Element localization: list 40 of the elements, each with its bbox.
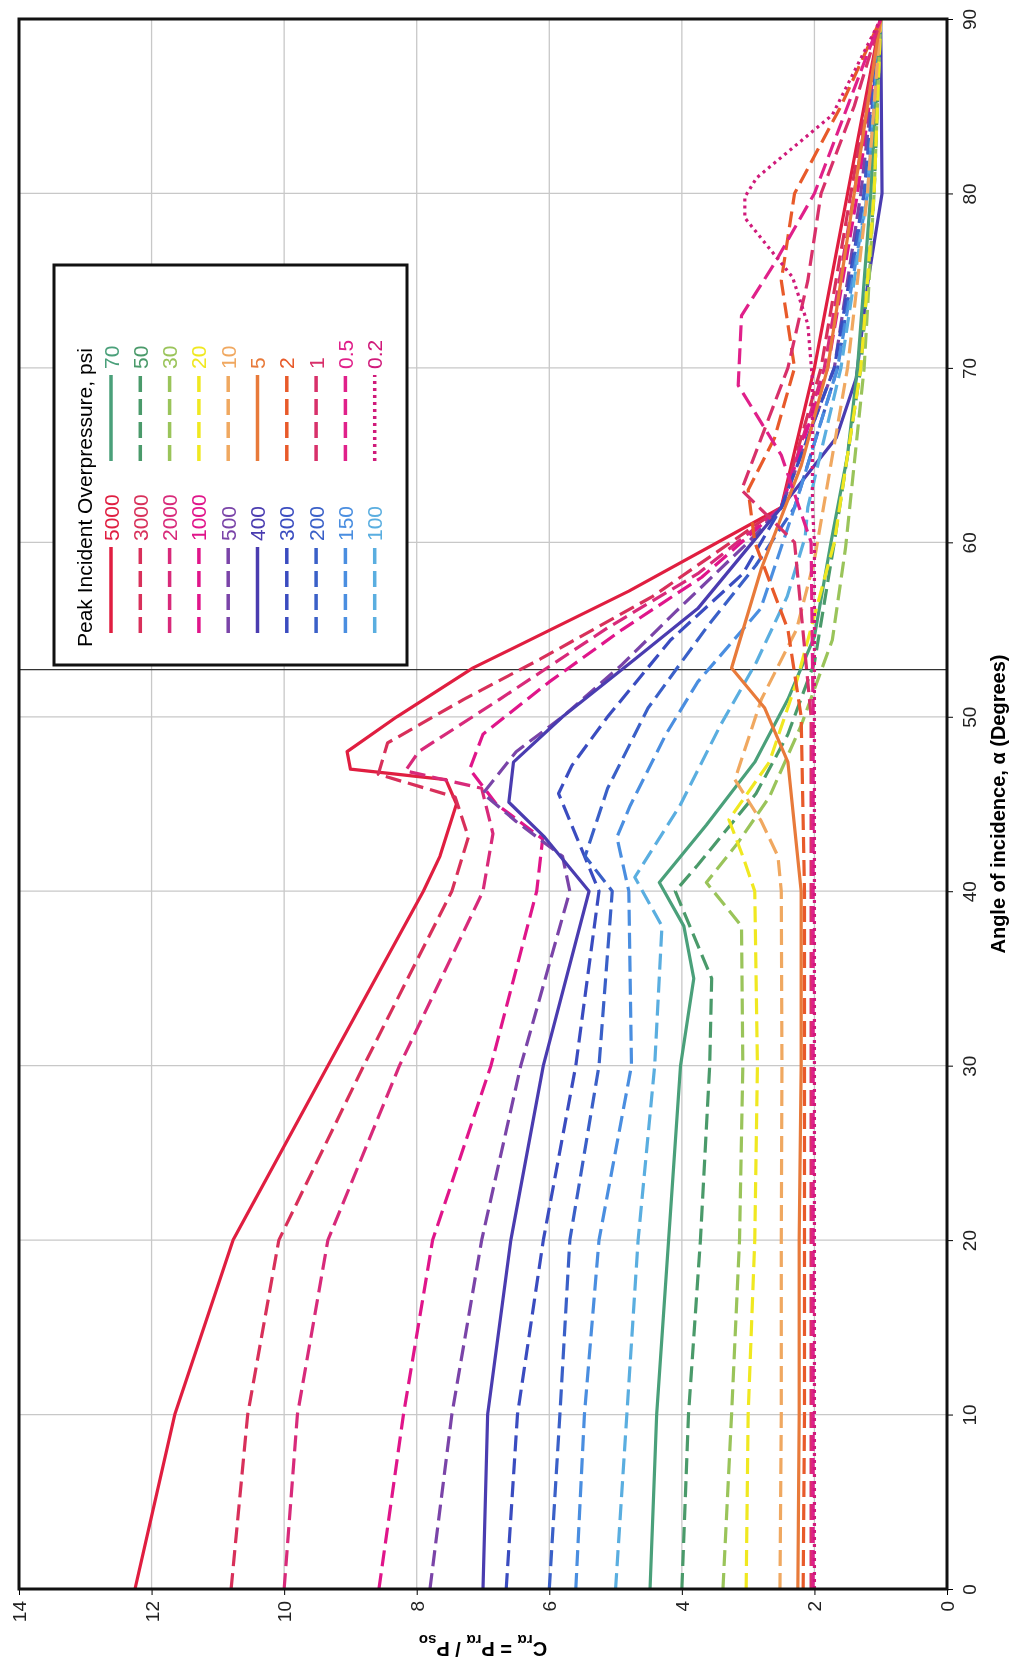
y-tick-label: 60 [958,532,980,554]
text: 20 [187,345,211,369]
text: 300 [275,505,299,541]
y-tick-label: 50 [958,706,980,728]
x-tick-label: 6 [539,1601,561,1612]
text: 200 [304,505,328,541]
text: 50 [128,345,152,369]
text: 10 [216,345,240,369]
x-tick-label: 4 [671,1600,693,1612]
x-tick-label: 8 [406,1601,428,1612]
text: 0.5 [333,339,357,369]
y-tick-label: 40 [958,881,980,903]
text: 2 [275,357,299,369]
text: 70 [99,345,123,369]
text: 2000 [158,494,182,541]
text: 30 [158,345,182,369]
text: 400 [246,505,269,541]
x-tick-label: 2 [804,1601,826,1612]
text: 5000 [99,494,123,541]
text: 500 [216,505,240,541]
text: 1 [304,357,328,369]
y-tick-label: 90 [958,8,980,31]
x-tick-label: 0 [937,1601,958,1612]
x-tick-label: 12 [141,1601,163,1623]
y-axis-title: Angle of incidence, α (Degrees) [987,654,1009,954]
y-tick-label: 0 [958,1584,980,1595]
y-tick-label: 70 [958,357,980,379]
text: 5 [246,357,269,369]
legend-title: Peak Incident Overpressure, psi [73,348,96,647]
y-tick-label: 80 [958,183,980,205]
y-tick-label: 20 [958,1230,980,1252]
text: 1000 [187,494,211,541]
y-tick-label: 30 [958,1055,980,1077]
text: 0.2 [363,339,387,369]
text: 100 [363,505,387,541]
y-tick-label: 10 [958,1404,980,1426]
x-tick-label: 14 [9,1600,30,1623]
x-tick-label: 10 [274,1601,296,1623]
text: 3000 [128,494,152,541]
text: 150 [333,505,357,541]
